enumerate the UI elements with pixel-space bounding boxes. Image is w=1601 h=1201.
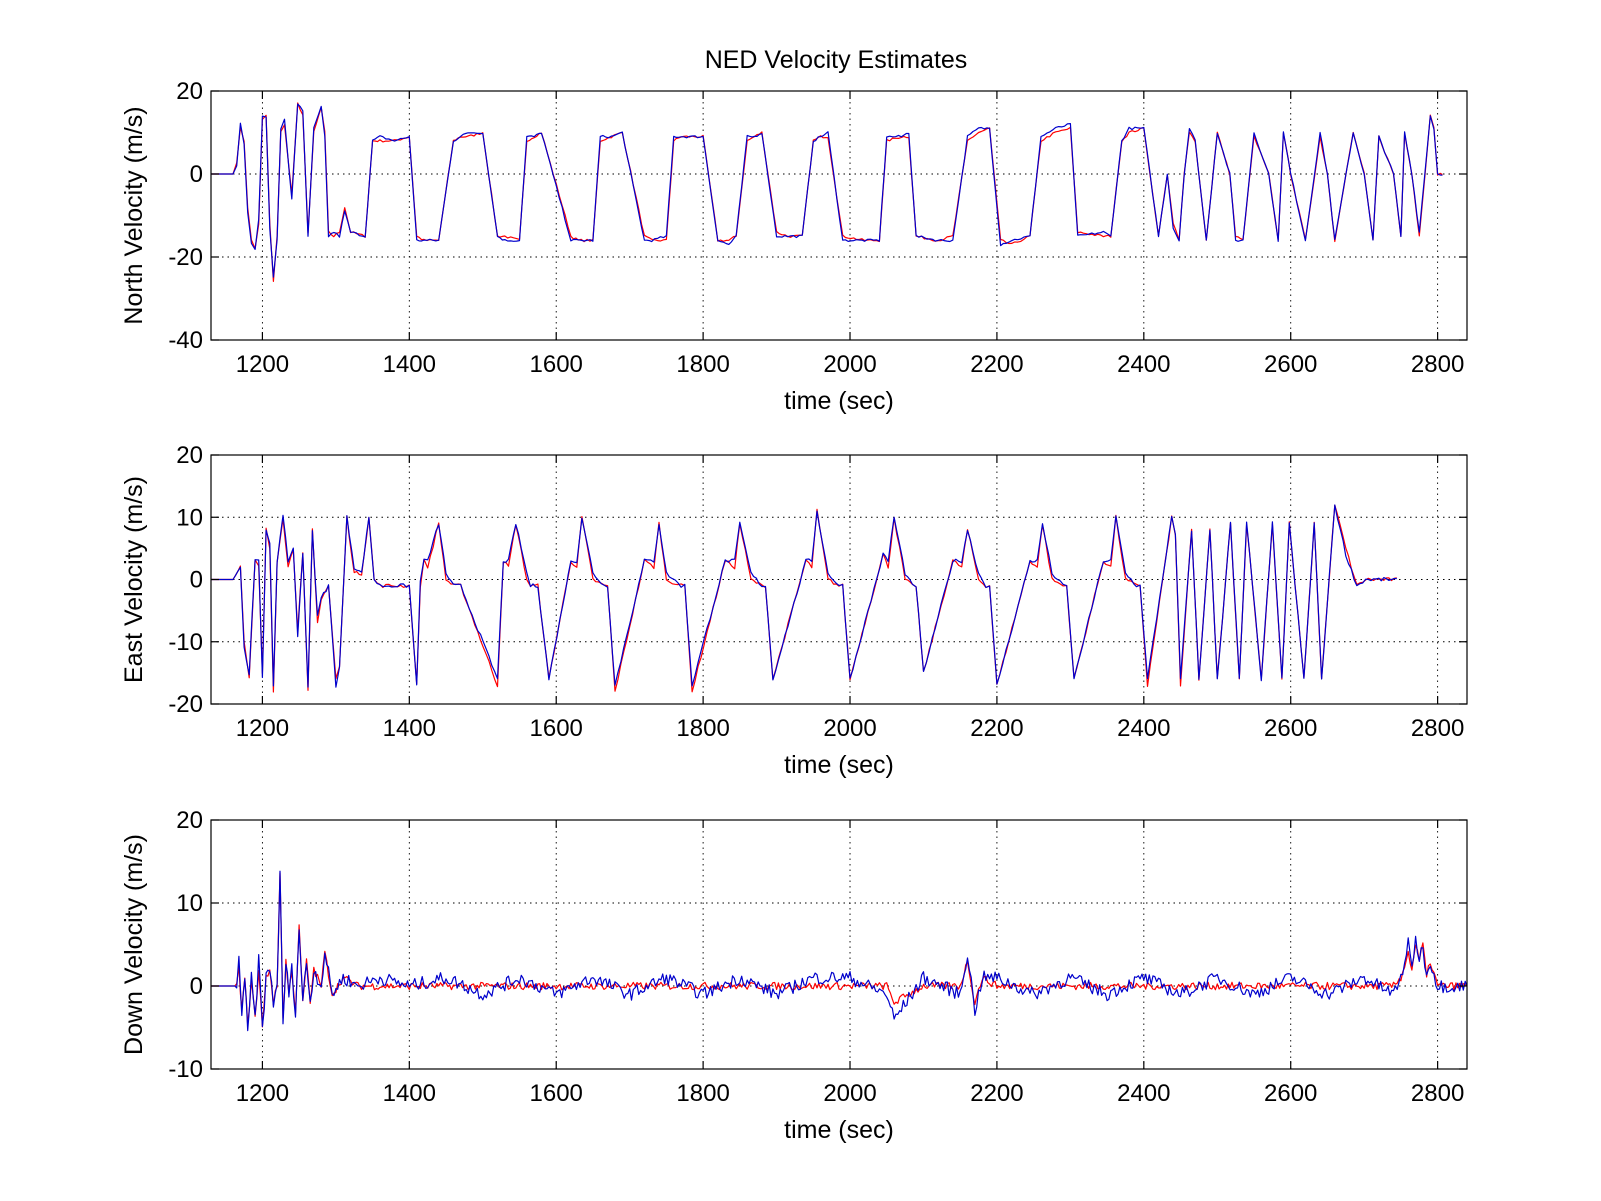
down-x-axis-label: time (sec) xyxy=(784,1116,894,1144)
down-reference-series-line xyxy=(211,872,1467,1028)
down-y-tick-label: 20 xyxy=(176,807,203,834)
north-x-tick-label: 2400 xyxy=(1117,351,1170,378)
down-x-tick-label: 1600 xyxy=(530,1080,583,1107)
down-estimate-series-line xyxy=(211,870,1467,1032)
north-y-tick-label: 20 xyxy=(176,78,203,105)
east-x-tick-label: 1400 xyxy=(383,715,436,742)
east-y-axis-label: East Velocity (m/s) xyxy=(120,476,148,683)
down-x-tick-label: 2000 xyxy=(823,1080,876,1107)
east-x-tick-label: 2600 xyxy=(1264,715,1317,742)
north-x-tick-label: 1600 xyxy=(530,351,583,378)
east-x-tick-label: 1200 xyxy=(236,715,289,742)
down-x-tick-label: 2800 xyxy=(1411,1080,1464,1107)
north-x-tick-label: 1800 xyxy=(676,351,729,378)
down-x-tick-label: 2600 xyxy=(1264,1080,1317,1107)
down-x-tick-label: 2400 xyxy=(1117,1080,1170,1107)
east-y-tick-label: -10 xyxy=(168,629,203,656)
east-x-tick-label: 1600 xyxy=(530,715,583,742)
down-y-axis-label: Down Velocity (m/s) xyxy=(120,834,148,1055)
east-y-tick-label: 20 xyxy=(176,442,203,469)
figure-title: NED Velocity Estimates xyxy=(705,46,968,74)
north-x-tick-label: 2800 xyxy=(1411,351,1464,378)
north-x-tick-label: 1200 xyxy=(236,351,289,378)
north-x-tick-label: 2600 xyxy=(1264,351,1317,378)
north-plot-frame xyxy=(210,90,1468,341)
subplot-panels: 1200 1400 1600 1800 2000 2200 2400 2600 2800-40-… xyxy=(120,78,1468,1144)
north-y-tick-label: 0 xyxy=(190,161,203,188)
north-x-tick-label: 1400 xyxy=(383,351,436,378)
north-x-tick-label: 2000 xyxy=(823,351,876,378)
east-estimate-series-line xyxy=(211,504,1397,688)
east-x-axis-label: time (sec) xyxy=(784,751,894,779)
east-y-tick-label: 0 xyxy=(190,567,203,594)
east-x-tick-label: 2000 xyxy=(823,715,876,742)
down-plot-frame xyxy=(210,819,1468,1070)
north-velocity-panel: 1200 1400 1600 1800 2000 2200 2400 2600 2800 -40 -… xyxy=(120,78,1468,415)
east-x-tick-label: 1800 xyxy=(676,715,729,742)
north-x-tick-label: 2200 xyxy=(970,351,1023,378)
east-x-tick-label: 2800 xyxy=(1411,715,1464,742)
down-x-tick-label: 2200 xyxy=(970,1080,1023,1107)
east-x-tick-label: 2200 xyxy=(970,715,1023,742)
east-y-tick-label: 10 xyxy=(176,504,203,531)
north-y-tick-label: -40 xyxy=(168,327,203,354)
east-velocity-panel: 1200 1400 1600 1800 2000 2200 2400 2600 2800 -20 -… xyxy=(120,442,1468,779)
down-velocity-panel: 1200 1400 1600 1800 2000 2200 2400 2600 2800 -10 0… xyxy=(120,807,1468,1144)
down-y-tick-label: 0 xyxy=(190,973,203,1000)
east-x-tick-label: 2400 xyxy=(1117,715,1170,742)
down-y-tick-label: 10 xyxy=(176,890,203,917)
north-estimate-series-line xyxy=(211,103,1443,278)
north-y-axis-label: North Velocity (m/s) xyxy=(120,106,148,324)
down-x-tick-label: 1400 xyxy=(383,1080,436,1107)
down-x-tick-label: 1800 xyxy=(676,1080,729,1107)
north-x-axis-label: time (sec) xyxy=(784,387,894,415)
north-y-tick-label: -20 xyxy=(168,244,203,271)
east-y-tick-label: -20 xyxy=(168,691,203,718)
down-x-tick-label: 1200 xyxy=(236,1080,289,1107)
down-y-tick-label: -10 xyxy=(168,1056,203,1083)
